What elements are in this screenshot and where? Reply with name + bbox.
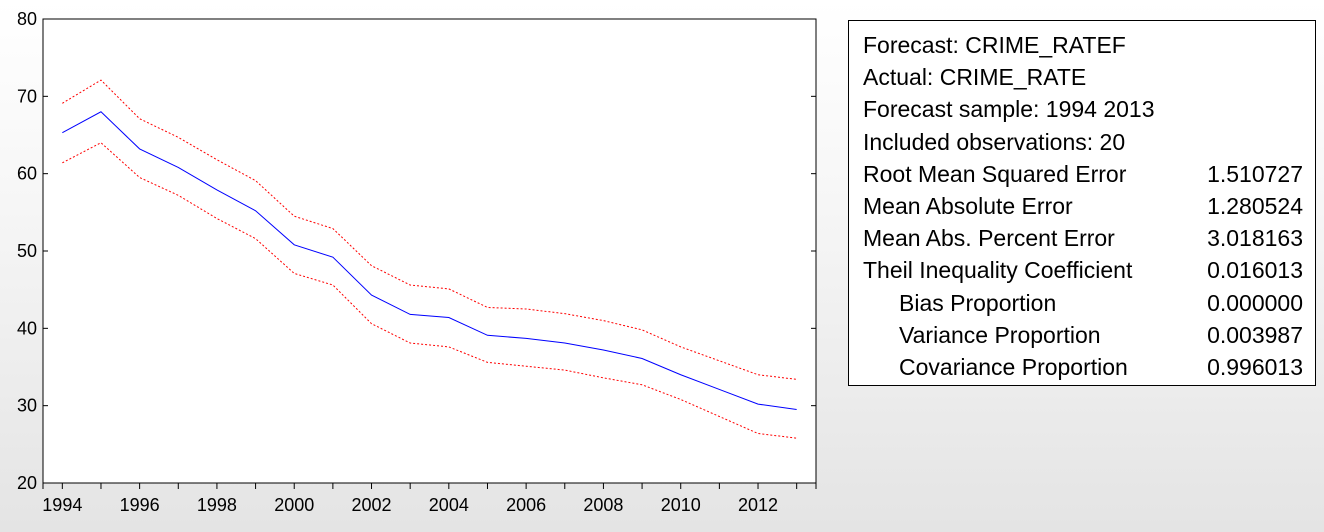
x-axis: 1994 1996 1998 2000 2002 2004 2006 2008 2010 2012 (42, 483, 817, 515)
x-tick-label: 2010 (661, 495, 701, 515)
stat-label: Theil Inequality Coefficient (863, 257, 1133, 284)
x-tick-label: 2002 (352, 495, 392, 515)
plot-area (42, 18, 817, 484)
stat-row-covariance: Covariance Proportion 0.996013 (863, 351, 1303, 383)
forecast-name: Forecast: CRIME_RATEF (863, 32, 1126, 58)
stat-label: Variance Proportion (899, 321, 1101, 348)
stat-label: Mean Absolute Error (863, 192, 1073, 219)
x-tick-label: 1996 (120, 495, 160, 515)
stat-value: 3.018163 (1207, 225, 1303, 252)
stat-value: 0.996013 (1207, 353, 1303, 380)
stat-row-theil: Theil Inequality Coefficient 0.016013 (863, 254, 1303, 286)
y-tick-label: 50 (17, 241, 37, 261)
x-tick-label: 1998 (197, 495, 237, 515)
stat-row-rmse: Root Mean Squared Error 1.510727 (863, 158, 1303, 190)
forecast-line (62, 111, 797, 411)
y-tick-label: 60 (17, 164, 37, 184)
x-tick-label: 1994 (42, 495, 82, 515)
stat-value: 0.016013 (1207, 257, 1303, 284)
forecast-sample: Forecast sample: 1994 2013 (863, 96, 1155, 123)
forecast-statistics-box: Forecast: CRIME_RATEF Actual: CRIME_RATE… (848, 20, 1316, 386)
x-tick-label: 2012 (738, 495, 778, 515)
y-axis: 20 30 40 50 60 70 80 (17, 9, 816, 493)
x-tick-label: 2000 (274, 495, 314, 515)
stat-label: Covariance Proportion (899, 353, 1128, 380)
y-tick-label: 30 (17, 396, 37, 416)
stat-value: 0.003987 (1207, 321, 1303, 348)
y-tick-label: 70 (17, 86, 37, 106)
actual-name: Actual: CRIME_RATE (863, 64, 1087, 91)
y-tick-label: 40 (17, 318, 37, 338)
included-observations: Included observations: 20 (863, 128, 1126, 155)
stat-row-mae: Mean Absolute Error 1.280524 (863, 190, 1303, 222)
stat-value: 1.510727 (1207, 160, 1303, 187)
stat-label: Bias Proportion (899, 289, 1057, 316)
x-tick-label: 2008 (583, 495, 623, 515)
stat-label: Root Mean Squared Error (863, 160, 1127, 187)
stat-row-variance: Variance Proportion 0.003987 (863, 319, 1303, 351)
y-tick-label: 80 (17, 9, 37, 29)
upper-band-line (62, 79, 797, 380)
y-tick-label: 20 (17, 473, 37, 493)
stat-label: Mean Abs. Percent Error (863, 225, 1115, 252)
stat-row-bias: Bias Proportion 0.000000 (863, 287, 1303, 319)
series-layer (62, 79, 797, 439)
lower-band-line (62, 142, 797, 439)
stat-value: 0.000000 (1207, 289, 1303, 316)
x-tick-label: 2004 (429, 495, 469, 515)
stat-row-mape: Mean Abs. Percent Error 3.018163 (863, 222, 1303, 254)
x-tick-label: 2006 (506, 495, 546, 515)
stat-value: 1.280524 (1207, 192, 1303, 219)
